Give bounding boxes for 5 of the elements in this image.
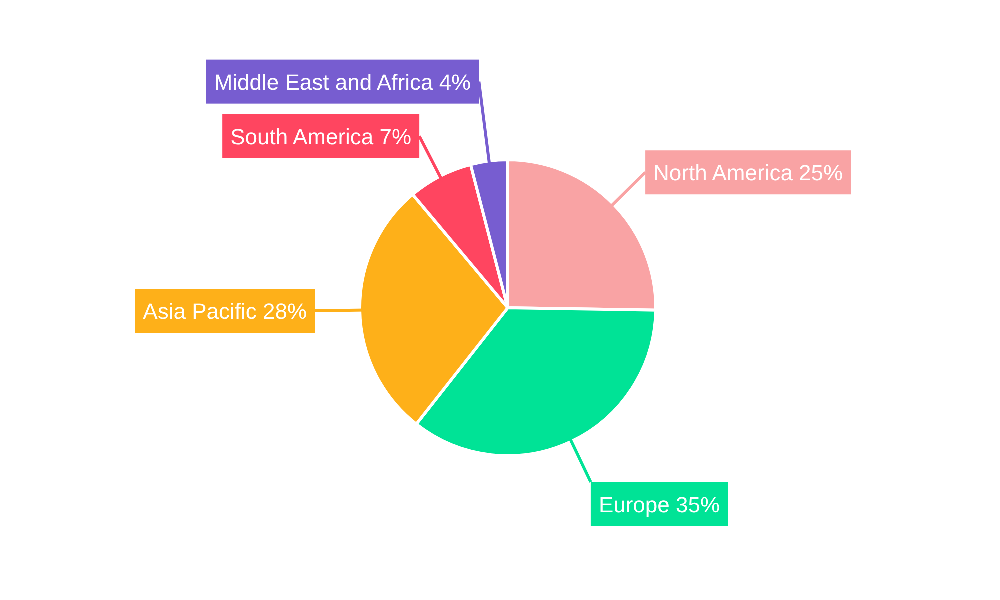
slice-label: South America 7% <box>230 124 412 150</box>
slice-label: Asia Pacific 28% <box>143 299 308 324</box>
slice-label: Middle East and Africa 4% <box>214 70 472 95</box>
slice-label: Europe 35% <box>598 492 720 518</box>
slice-label: North America 25% <box>654 160 844 186</box>
